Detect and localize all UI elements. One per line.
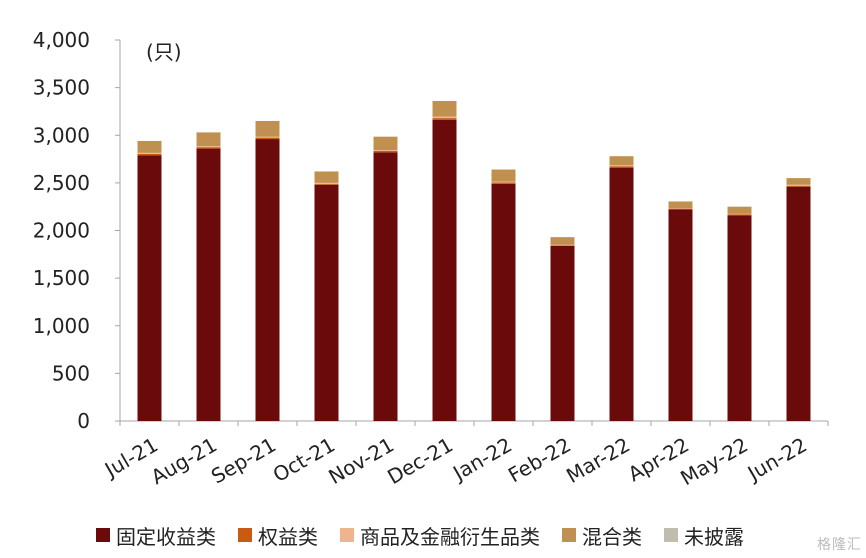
bar-segment (432, 120, 457, 421)
bar-segment (196, 146, 221, 148)
y-tick-label: 2,500 (33, 171, 90, 195)
bar-segment (786, 185, 811, 187)
bar-segment (491, 169, 516, 182)
bar-segment (314, 182, 339, 184)
y-tick-label: 2,000 (33, 219, 90, 243)
bar-segment (727, 215, 752, 421)
bar-segment (609, 166, 634, 168)
legend-label: 未披露 (684, 524, 744, 549)
legend-label: 混合类 (582, 524, 642, 549)
bar-segment (432, 118, 457, 121)
legend-item: 混合类 (562, 521, 642, 550)
bar-segment (727, 214, 752, 216)
bar-segment (373, 150, 398, 153)
legend-item: 商品及金融衍生品类 (340, 521, 540, 550)
bar-segment (373, 150, 398, 151)
bar-segment (314, 183, 339, 185)
bar-segment (786, 178, 811, 185)
bar-segment (491, 182, 516, 184)
bar-segment (196, 148, 221, 421)
bars (137, 100, 811, 421)
x-tick-label: Sep-21 (207, 433, 280, 489)
bar-segment (255, 139, 280, 421)
bar-segment (255, 136, 280, 138)
legend-swatch (238, 528, 252, 542)
bar-segment (668, 209, 693, 421)
bar-segment (550, 245, 575, 421)
bar-segment (196, 147, 221, 149)
y-tick-label: 0 (77, 409, 90, 433)
y-tick-label: 500 (52, 361, 90, 385)
bar-segment (609, 156, 634, 166)
x-tick-label: May-22 (676, 433, 752, 491)
watermark: 格隆汇 (817, 537, 862, 553)
legend-item: 未披露 (664, 521, 744, 550)
legend-item: 固定收益类 (96, 521, 216, 550)
bar-segment (314, 171, 339, 183)
bar-segment (786, 186, 811, 421)
bar-segment (137, 155, 162, 421)
bar-segment (137, 153, 162, 156)
bar-segment (550, 237, 575, 245)
y-tick-label: 1,000 (33, 314, 90, 338)
legend-label: 商品及金融衍生品类 (360, 524, 540, 549)
bar-segment (432, 100, 457, 117)
bar-segment (255, 120, 280, 137)
x-tick-label: Nov-21 (324, 433, 398, 489)
bar-segment (609, 165, 634, 167)
bar-segment (314, 184, 339, 421)
x-tick-label: Mar-22 (562, 433, 634, 488)
y-tick-label: 4,000 (33, 28, 90, 52)
legend-swatch (664, 528, 678, 542)
x-tick-label: Feb-22 (504, 433, 575, 488)
legend: 固定收益类 权益类 商品及金融衍生品类 混合类 未披露 (96, 520, 744, 550)
legend-swatch (96, 528, 110, 542)
x-tick-label: Dec-21 (383, 433, 457, 489)
bar-segment (196, 132, 221, 147)
bar-segment (373, 136, 398, 151)
y-unit-label: (只) (146, 40, 182, 64)
bar-segment (373, 152, 398, 421)
legend-label: 固定收益类 (116, 524, 216, 549)
bar-segment (727, 206, 752, 214)
y-tick-label: 3,000 (33, 123, 90, 147)
y-tick-label: 1,500 (33, 266, 90, 290)
x-tick-label: Jun-22 (742, 433, 811, 487)
legend-swatch (562, 528, 576, 542)
bar-segment (491, 181, 516, 183)
bar-segment (609, 167, 634, 421)
legend-item: 权益类 (238, 521, 318, 550)
bar-segment (668, 201, 693, 209)
y-axis: 0 500 1,000 1,500 2,000 2,500 3,000 3,500 4,000 (33, 28, 121, 433)
x-tick-label: Jan-22 (447, 433, 516, 487)
bar-segment (668, 208, 693, 210)
bar-segment (255, 137, 280, 140)
x-tick-label: Oct-21 (269, 433, 339, 487)
x-axis: Jul-21Aug-21Sep-21Oct-21Nov-21Dec-21Jan-… (99, 420, 829, 491)
legend-label: 权益类 (258, 524, 318, 549)
bar-segment (491, 183, 516, 421)
legend-swatch (340, 528, 354, 542)
x-tick-label: Aug-21 (147, 433, 221, 490)
y-tick-label: 3,500 (33, 76, 90, 100)
bar-segment (432, 116, 457, 119)
bar-segment (786, 184, 811, 186)
bar-segment (137, 152, 162, 154)
bar-segment (137, 140, 162, 153)
